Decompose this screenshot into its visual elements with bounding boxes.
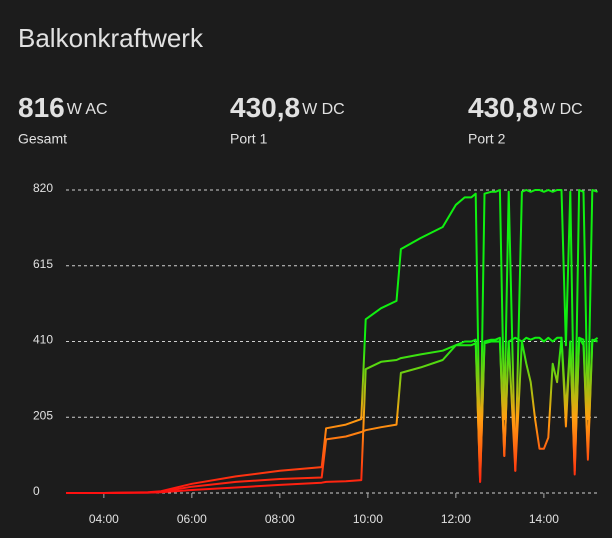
entity-value: 430,8 W DC <box>468 92 583 123</box>
entity-number: 816 <box>18 92 65 123</box>
x-tick-label: 04:00 <box>89 512 119 526</box>
entity-name: Gesamt <box>18 131 67 147</box>
series-line <box>66 189 598 494</box>
y-tick-label: 820 <box>33 181 53 195</box>
entity-number: 430,8 <box>230 92 300 123</box>
entity-name: Port 1 <box>230 131 268 147</box>
x-tick-label: 08:00 <box>265 512 295 526</box>
series-line <box>66 336 598 494</box>
x-tick-label: 10:00 <box>353 512 383 526</box>
x-tick-label: 12:00 <box>441 512 471 526</box>
y-tick-label: 0 <box>33 484 40 498</box>
entity-number: 430,8 <box>468 92 538 123</box>
entity-unit: W DC <box>540 101 583 118</box>
y-tick-label: 205 <box>33 408 53 422</box>
entity-unit: W DC <box>302 101 345 118</box>
entity-value: 430,8 W DC <box>230 92 345 123</box>
y-tick-label: 410 <box>33 333 53 347</box>
entity-value: 816 W AC <box>18 92 108 123</box>
entity-name: Port 2 <box>468 131 506 147</box>
x-tick-label: 06:00 <box>177 512 207 526</box>
x-tick-label: 14:00 <box>529 512 559 526</box>
y-tick-label: 615 <box>33 257 53 271</box>
entity-unit: W AC <box>67 101 108 118</box>
card-title: Balkonkraftwerk <box>18 23 204 53</box>
